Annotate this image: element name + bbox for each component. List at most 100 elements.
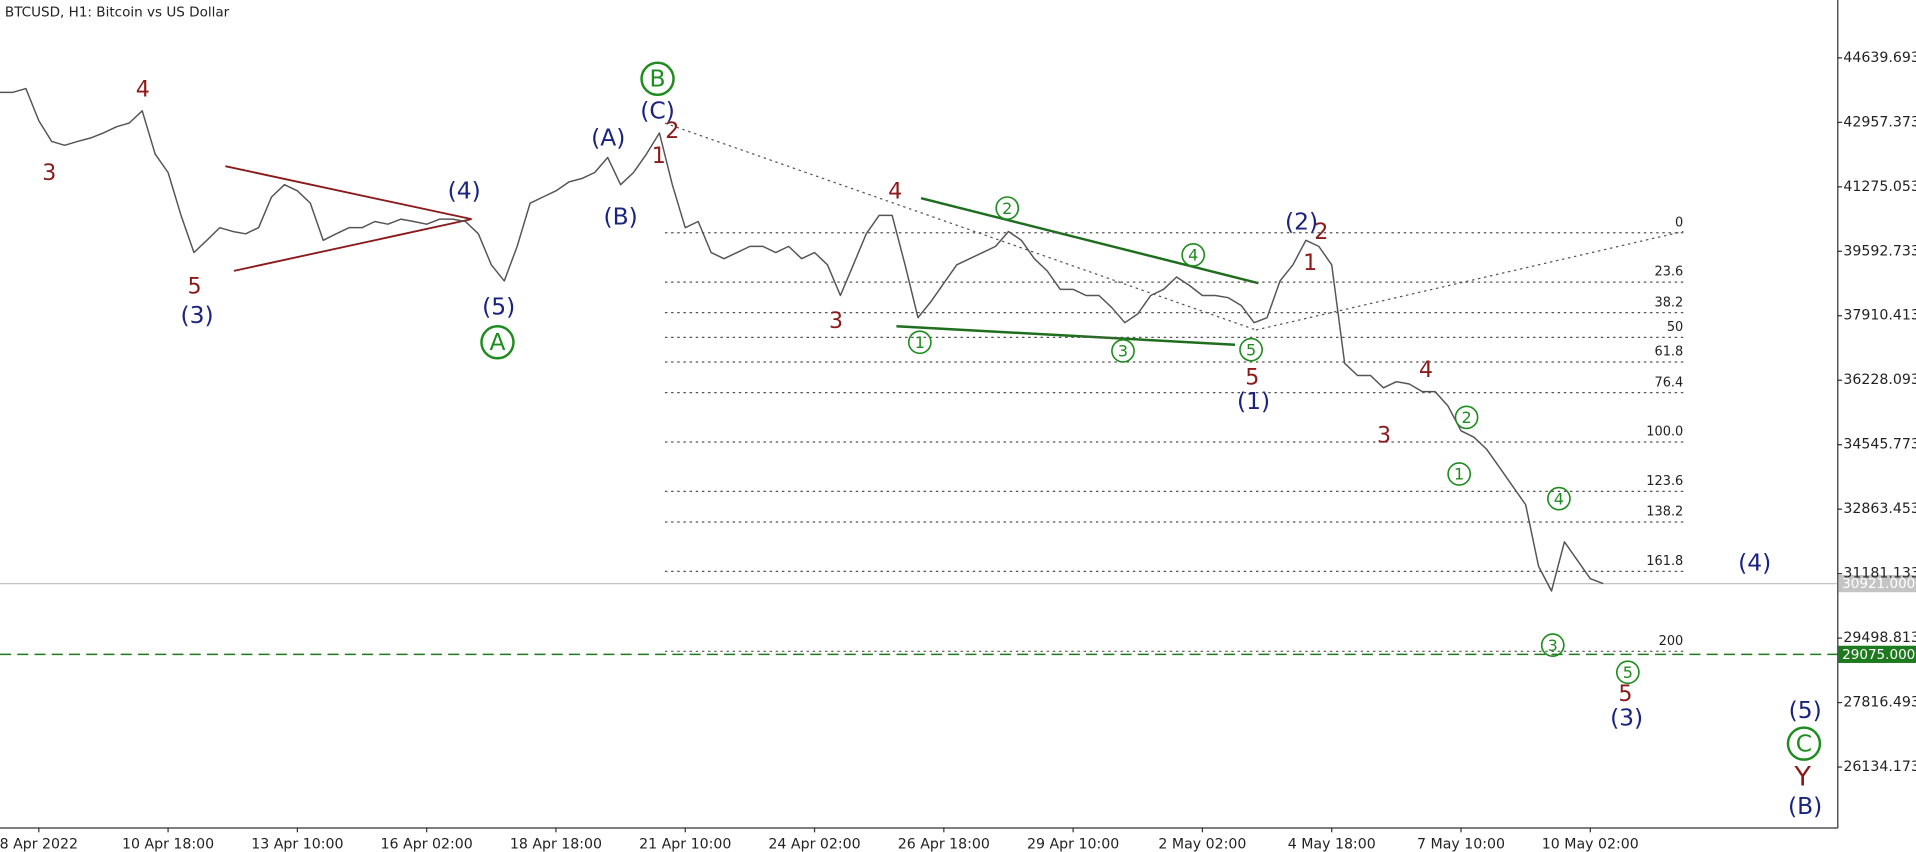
wave-circle [1181,242,1206,267]
wave-label: 1 [1454,465,1464,484]
wave-circle [1540,633,1565,658]
wave-circle [907,330,932,355]
wave-label: C [1796,729,1812,757]
triangle-lower [233,218,472,272]
wave-circle [1454,405,1479,430]
y-tick-label: 42957.373 [1843,114,1916,130]
wave-label: 4 [888,179,902,205]
chart-title: BTCUSD, H1: Bitcoin vs US Dollar [5,4,230,20]
wave-label: 4 [1554,489,1564,508]
x-tick-label: 16 Apr 02:00 [381,837,473,852]
y-tick-label: 31181.133 [1843,566,1916,582]
wave-circle [995,196,1020,220]
price-label: 29075.000 [1842,647,1915,663]
wave-label: (4) [1738,548,1771,576]
wave-circle [480,325,515,360]
fib-label: 123.6 [1646,474,1683,489]
wedge-lower [896,325,1236,346]
y-tick-label: 34545.773 [1843,437,1916,453]
fib-trend [1255,230,1684,331]
x-tick-label: 29 Apr 10:00 [1027,837,1119,852]
wave-label: 3 [42,160,56,186]
y-tick-label: 39592.733 [1843,243,1916,259]
wave-circle [640,61,675,97]
wave-label: B [650,65,666,93]
x-tick-label: 21 Apr 10:00 [639,837,731,852]
wave-label: 3 [1118,342,1128,361]
wave-circle [1239,337,1263,362]
wave-label: (A) [591,124,625,152]
wave-label: (4) [448,177,481,205]
y-tick-label: 36228.093 [1843,372,1916,388]
wave-label: 3 [1377,422,1391,448]
x-tick-label: 24 Apr 02:00 [768,837,860,852]
price-label-box [1838,645,1916,663]
fib-label: 0 [1675,215,1683,230]
x-tick-label: 8 Apr 2022 [0,837,78,852]
wave-label: 4 [1419,357,1433,383]
wave-circle [1111,339,1135,363]
wave-circle [1447,462,1472,486]
fib-label: 38.2 [1655,295,1684,310]
fib-label: 61.8 [1655,345,1684,360]
price-label: 30921.000 [1842,576,1915,592]
fib-label: 138.2 [1646,505,1683,520]
wave-label: (B) [603,202,637,230]
price-line-series [0,87,1604,592]
fib-label: 200 [1659,634,1684,649]
wave-label: 1 [1303,250,1317,276]
wave-label: A [489,328,505,356]
wave-label: (3) [1610,704,1643,732]
wave-label: (3) [180,301,213,329]
x-tick-label: 4 May 18:00 [1288,837,1376,852]
y-tick-label: 27816.493 [1843,695,1916,711]
y-tick-label: 32863.453 [1843,501,1916,517]
wave-label: 4 [1188,246,1198,265]
wave-label: (2) [1285,207,1318,235]
fib-label: 161.8 [1646,554,1683,569]
wave-label: 1 [915,333,925,352]
fib-label: 76.4 [1655,375,1684,390]
y-tick-label: 29498.813 [1843,630,1916,646]
wave-label: 5 [1623,663,1633,682]
fib-label: 100.0 [1646,425,1683,440]
wave-label: (C) [640,97,675,125]
wave-label: (1) [1237,387,1270,415]
y-tick-label: 44639.693 [1843,50,1916,66]
x-tick-label: 2 May 02:00 [1158,837,1246,852]
wave-label: 1 [652,143,666,169]
wave-circle [1615,660,1640,685]
fib-label: 23.6 [1655,265,1684,280]
x-tick-label: 10 May 02:00 [1542,837,1639,852]
y-tick-label: 26134.173 [1843,759,1916,775]
x-tick-label: 26 Apr 18:00 [898,837,990,852]
price-label-box [1838,574,1916,593]
wave-label: (5) [482,292,515,320]
wave-label: 2 [1314,219,1328,245]
wave-label: Y [1793,762,1811,793]
wave-label: 5 [188,273,202,299]
wave-label: 5 [1618,681,1632,707]
triangle-upper [225,165,472,221]
wave-label: (5) [1789,696,1822,724]
wave-label: 5 [1246,340,1256,359]
wave-label: (B) [1788,792,1822,820]
fib-label: 50 [1667,320,1683,335]
x-tick-label: 10 Apr 18:00 [122,837,214,852]
wave-label: 2 [665,118,679,144]
wave-circle [1786,726,1822,761]
x-tick-label: 7 May 10:00 [1417,837,1505,852]
wave-label: 3 [829,308,843,334]
wave-label: 4 [136,76,150,102]
wave-label: 3 [1548,636,1558,655]
wave-label: 2 [1002,199,1012,218]
y-tick-label: 41275.053 [1843,179,1916,195]
x-tick-label: 13 Apr 10:00 [251,837,343,852]
wave-label: 5 [1245,364,1259,390]
wave-label: 2 [1461,408,1471,427]
wave-circle [1547,486,1571,511]
wedge-upper [920,197,1259,285]
